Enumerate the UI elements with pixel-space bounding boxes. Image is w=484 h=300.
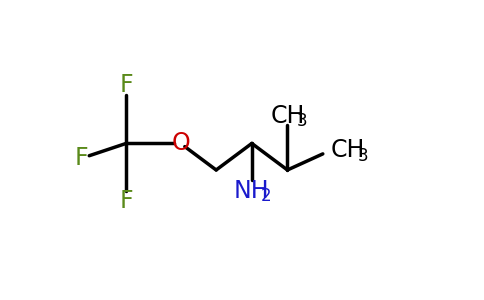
Text: 2: 2 — [260, 187, 271, 205]
Text: CH: CH — [270, 104, 304, 128]
Text: 3: 3 — [296, 112, 307, 130]
Text: F: F — [120, 189, 133, 213]
Text: 3: 3 — [358, 147, 368, 165]
Text: F: F — [75, 146, 88, 170]
Text: CH: CH — [331, 138, 365, 162]
Text: F: F — [120, 73, 133, 97]
Text: NH: NH — [234, 179, 270, 203]
Text: O: O — [171, 131, 190, 155]
